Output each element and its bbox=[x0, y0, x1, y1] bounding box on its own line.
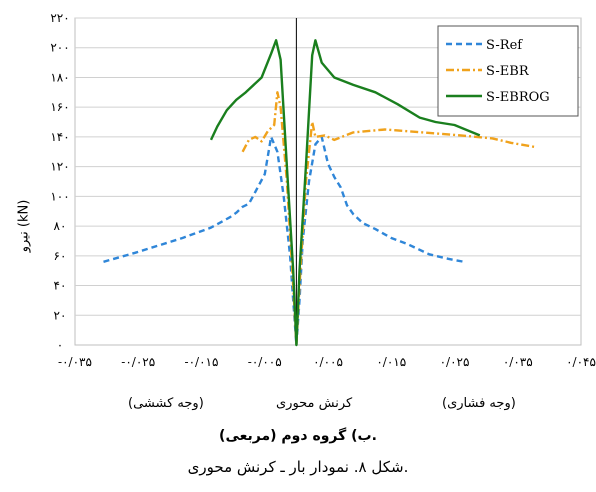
gridlines bbox=[75, 17, 581, 316]
x-tick-label: ۰/۰۰۵ bbox=[313, 355, 343, 369]
y-tick-label: ۱۸۰ bbox=[50, 70, 69, 84]
x-tick-label: ۰/۰۲۵ bbox=[440, 355, 470, 369]
y-axis-label: نیرو (kN) bbox=[16, 199, 32, 253]
y-tick-label: ۱۴۰ bbox=[50, 130, 69, 144]
y-tick-label: ۱۲۰ bbox=[50, 160, 69, 174]
y-tick-label: ۸۰ bbox=[54, 219, 67, 233]
y-axis-label-box: نیرو (kN) bbox=[14, 186, 34, 266]
subfigure-caption: ب) گروه دوم (مربعی). bbox=[219, 428, 377, 444]
y-tick-label: ۴۰ bbox=[54, 279, 67, 293]
series-line-s-ebr bbox=[241, 91, 537, 347]
x-tick-label: ۰/۰۱۵ bbox=[376, 355, 406, 369]
series-layer bbox=[103, 39, 537, 347]
x-axis-label: کرنش محوری bbox=[276, 396, 353, 411]
x-tick-label: -۰/۰۲۵ bbox=[121, 355, 155, 369]
legend: S-Ref S-EBR S-EBROG bbox=[437, 25, 579, 117]
y-ticks: ۰ ۲۰ ۴۰ ۶۰ ۸۰ ۱۰۰ ۱۲۰ ۱۴۰ ۱۶۰ ۱۸۰ ۲۰۰ ۲۲۰ bbox=[50, 11, 69, 352]
x-tick-label: -۰/۰۰۵ bbox=[248, 355, 282, 369]
x-label-tension-side: (وجه کششی) bbox=[128, 396, 204, 411]
x-tick-label: -۰/۰۱۵ bbox=[185, 355, 219, 369]
y-tick-label: ۱۶۰ bbox=[50, 100, 69, 114]
legend-label: S-Ref bbox=[486, 38, 523, 53]
y-tick-label: ۶۰ bbox=[54, 249, 67, 263]
y-tick-label: ۲۲۰ bbox=[50, 11, 69, 25]
x-tick-label: ۰/۰۴۵ bbox=[566, 355, 596, 369]
y-tick-label: ۰ bbox=[57, 338, 63, 352]
x-tick-label: ۰/۰۳۵ bbox=[503, 355, 533, 369]
x-ticks: -۰/۰۳۵ -۰/۰۲۵ -۰/۰۱۵ -۰/۰۰۵ ۰/۰۰۵ ۰/۰۱۵ ۰/۰۲۵ ۰… bbox=[58, 355, 596, 369]
x-tick-label: -۰/۰۳۵ bbox=[58, 355, 92, 369]
legend-label: S-EBROG bbox=[486, 90, 550, 105]
y-tick-label: ۱۰۰ bbox=[50, 189, 69, 203]
y-tick-label: ۲۰۰ bbox=[50, 41, 69, 55]
series-line-s-ebrog bbox=[209, 39, 481, 347]
legend-label: S-EBR bbox=[486, 64, 530, 79]
figure-caption: شکل ۸. نمودار بار ـ کرنش محوری. bbox=[187, 458, 409, 476]
legend-box bbox=[437, 25, 579, 117]
x-label-compression-side: (وجه فشاری) bbox=[442, 396, 516, 411]
y-tick-label: ۲۰ bbox=[54, 308, 67, 322]
